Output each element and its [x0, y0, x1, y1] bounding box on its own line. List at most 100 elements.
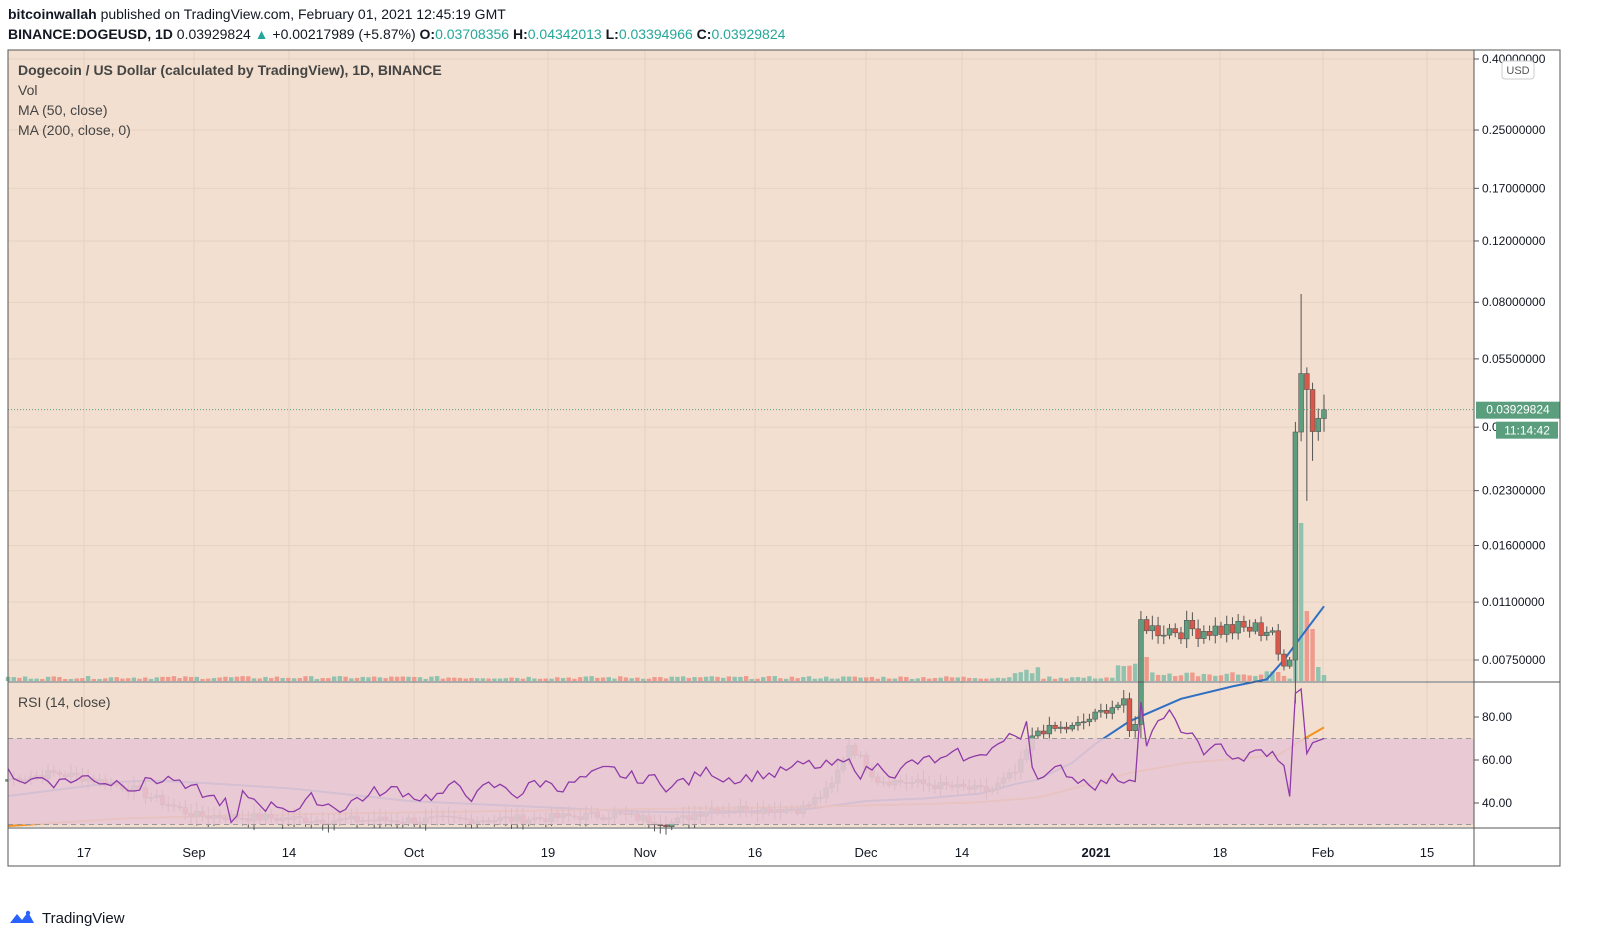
price-tick-label: 0.05500000	[1482, 352, 1546, 366]
footer: TradingView	[8, 906, 125, 930]
candle-body[interactable]	[1292, 431, 1299, 661]
candle-body[interactable]	[1046, 724, 1053, 735]
candle-body[interactable]	[1195, 628, 1201, 639]
volume-bar	[1029, 673, 1035, 681]
candle-body[interactable]	[1212, 625, 1218, 636]
author-name[interactable]: bitcoinwallah	[8, 6, 97, 22]
volume-bar	[1087, 676, 1092, 681]
candle-body[interactable]	[1321, 409, 1327, 419]
currency-label[interactable]: USD	[1506, 65, 1529, 77]
candle-body[interactable]	[1275, 630, 1281, 655]
volume-bar	[280, 677, 285, 681]
volume-bar	[875, 678, 880, 681]
candle-body[interactable]	[1235, 620, 1241, 634]
candle-body[interactable]	[1109, 707, 1115, 714]
volume-bar	[51, 676, 56, 681]
main-pane[interactable]	[8, 50, 1474, 681]
candle-body[interactable]	[1246, 626, 1253, 632]
candle-body[interactable]	[1086, 718, 1093, 723]
candle-body[interactable]	[1040, 730, 1047, 735]
candle-body[interactable]	[1298, 373, 1304, 433]
candle-body[interactable]	[1241, 620, 1247, 628]
candle-body[interactable]	[1143, 619, 1150, 632]
volume-bar	[989, 678, 995, 681]
candle-body[interactable]	[1286, 659, 1293, 667]
candle-body[interactable]	[1304, 373, 1310, 390]
candle-body[interactable]	[1075, 722, 1081, 726]
volume-bar	[532, 678, 537, 681]
candle-body[interactable]	[1183, 620, 1190, 640]
candle-body[interactable]	[1315, 418, 1321, 432]
volume-bar	[400, 676, 405, 681]
candle-body[interactable]	[1080, 721, 1087, 724]
last-price-badge	[1476, 401, 1560, 419]
footer-brand[interactable]: TradingView	[42, 909, 125, 927]
candle-body[interactable]	[1281, 653, 1287, 667]
candle-body[interactable]	[1132, 724, 1138, 731]
candle-body[interactable]	[1092, 711, 1098, 720]
candle-body[interactable]	[1189, 620, 1196, 630]
candle-body[interactable]	[1155, 625, 1161, 637]
volume-bar	[1247, 675, 1252, 681]
currency-box[interactable]	[1501, 60, 1535, 80]
volume-bar	[509, 677, 514, 681]
volume-bar	[629, 678, 634, 681]
volume-bar	[686, 677, 692, 681]
volume-bar	[566, 677, 571, 681]
volume-bar	[715, 676, 720, 681]
candle-body[interactable]	[1035, 730, 1041, 737]
volume-bar	[515, 677, 520, 681]
volume-bar	[583, 676, 589, 681]
volume-bar	[1070, 677, 1075, 681]
candle-body[interactable]	[1052, 724, 1058, 729]
candle-body[interactable]	[663, 824, 669, 827]
candle-body[interactable]	[1058, 726, 1064, 729]
volume-bar	[1213, 675, 1218, 681]
volume-bar	[1230, 672, 1235, 681]
volume-bar	[886, 678, 892, 681]
volume-bar	[1075, 677, 1081, 681]
volume-bar	[846, 676, 852, 681]
volume-bar	[22, 676, 28, 681]
candle-body[interactable]	[1229, 624, 1236, 634]
candle-body[interactable]	[1218, 625, 1224, 635]
symbol-line: BINANCE:DOGEUSD, 1D 0.03929824 ▲ +0.0021…	[8, 24, 1608, 44]
candle-body[interactable]	[1166, 628, 1173, 636]
candle-body[interactable]	[1252, 622, 1259, 632]
volume-bar	[618, 676, 623, 681]
volume-bar	[669, 676, 674, 681]
candle-body[interactable]	[1258, 622, 1264, 636]
candle-body[interactable]	[1121, 698, 1127, 706]
candle-body[interactable]	[1264, 631, 1270, 636]
publish-line: bitcoinwallah published on TradingView.c…	[8, 4, 1608, 24]
candle-body[interactable]	[1063, 726, 1070, 730]
candle-body[interactable]	[1201, 631, 1207, 639]
candle-body[interactable]	[1138, 619, 1144, 725]
rsi-line	[7, 687, 1325, 824]
candle-body[interactable]	[1309, 389, 1316, 432]
candle-body[interactable]	[1126, 698, 1133, 731]
candle-body[interactable]	[1161, 634, 1167, 637]
volume-bar	[984, 678, 989, 681]
candle-body[interactable]	[1098, 710, 1104, 713]
candle-body[interactable]	[1172, 628, 1178, 634]
candle-body[interactable]	[1103, 710, 1110, 714]
candle-body[interactable]	[1224, 624, 1230, 635]
candle-body[interactable]	[1149, 625, 1156, 632]
candle-body[interactable]	[1178, 632, 1184, 640]
volume-bar	[801, 677, 806, 681]
last-price-badge-text: 0.03929824	[1486, 403, 1550, 417]
time-tick-label: Nov	[633, 845, 657, 860]
volume-bar	[1092, 678, 1098, 681]
volume-bar	[371, 676, 377, 681]
volume-bar	[457, 677, 463, 681]
candle-body[interactable]	[1115, 704, 1121, 708]
candle-body[interactable]	[1206, 631, 1213, 636]
volume-bar	[469, 677, 474, 681]
volume-bar	[555, 677, 560, 681]
candle-body[interactable]	[1069, 724, 1075, 730]
tradingview-logo-icon[interactable]	[8, 909, 36, 927]
candle-body[interactable]	[1269, 630, 1276, 633]
volume-bar	[909, 678, 915, 681]
